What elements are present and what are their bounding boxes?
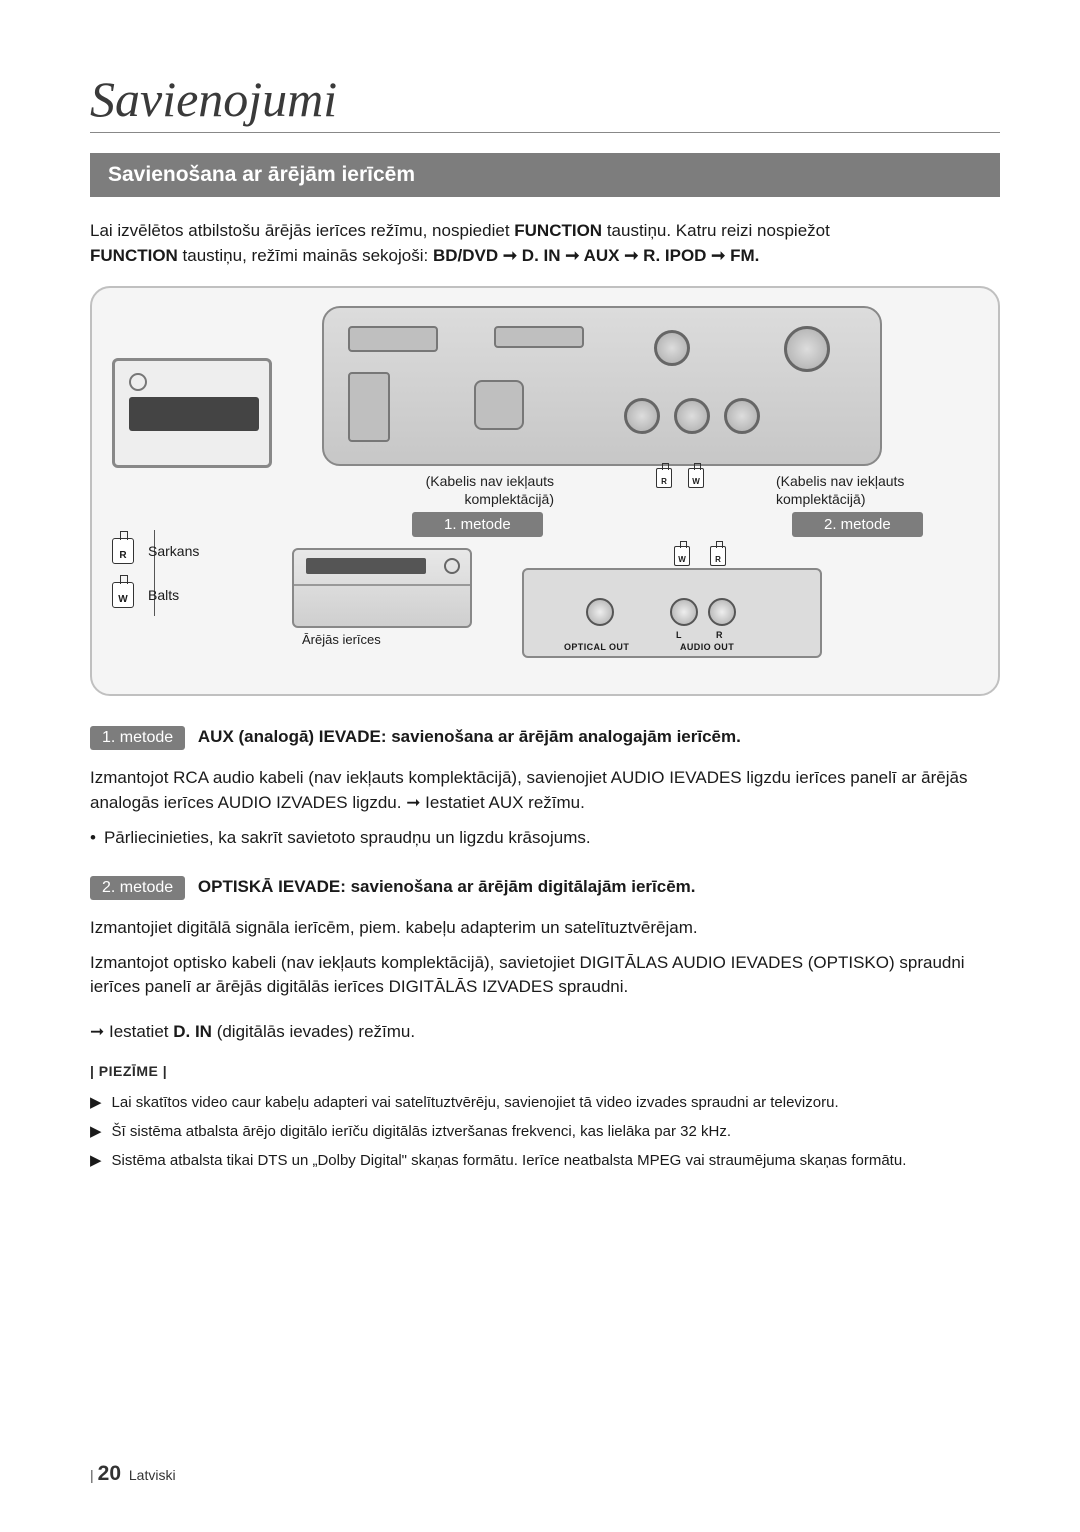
method1-title: AUX (analogā) IEVADE: savienošana ar ārē… <box>198 727 741 746</box>
lr-r: R <box>716 630 723 640</box>
cable-note-left: (Kabelis nav iekļauts komplektācijā) <box>394 472 554 508</box>
note-heading: | PIEZĪME | <box>90 1063 1000 1079</box>
device-backpanel <box>322 306 882 466</box>
tv-icon <box>112 358 272 468</box>
section-heading: Savienošana ar ārējām ierīcēm <box>90 153 1000 197</box>
external-device-label: Ārējās ierīces <box>302 632 381 647</box>
cable-note-right: (Kabelis nav iekļauts komplektācijā) <box>776 472 936 508</box>
method2-set-mode: ➞ Iestatiet D. IN (digitālās ievades) re… <box>90 1020 1000 1045</box>
method2-tag: 2. metode <box>90 876 185 900</box>
mode-sequence: BD/DVD ➞ D. IN ➞ AUX ➞ R. IPOD ➞ FM. <box>433 246 759 265</box>
method1-bullets: •Pārliecinieties, ka sakrīt savietoto sp… <box>90 826 1000 851</box>
note-list: ▶Lai skatītos video caur kabeļu adapteri… <box>90 1091 1000 1173</box>
output-panel: W R L R OPTICAL OUT AUDIO OUT <box>522 568 822 658</box>
footer-lang: Latviski <box>129 1467 176 1483</box>
note-item: Sistēma atbalsta tikai DTS un „Dolby Dig… <box>112 1149 907 1172</box>
intro-text: taustiņu. Katru reizi nospiežot <box>602 221 830 240</box>
method1-block: 1. metode AUX (analogā) IEVADE: savienoš… <box>90 726 1000 850</box>
plug-r-bottom: R <box>710 546 726 566</box>
method1-pill: 1. metode <box>412 512 543 537</box>
function-key-2: FUNCTION <box>90 246 178 265</box>
page-footer: |20 Latviski <box>90 1462 176 1486</box>
optical-out-label: OPTICAL OUT <box>564 642 629 652</box>
audio-out-label: AUDIO OUT <box>680 642 734 652</box>
note-item: Šī sistēma atbalsta ārējo digitālo ierīč… <box>112 1120 731 1143</box>
legend-label-white: Balts <box>148 587 179 603</box>
title-rule <box>90 132 1000 133</box>
intro-text: taustiņu, režīmi mainās sekojoši: <box>178 246 433 265</box>
page-number: 20 <box>98 1462 121 1485</box>
method2-pill: 2. metode <box>792 512 923 537</box>
method2-block: 2. metode OPTISKĀ IEVADE: savienošana ar… <box>90 876 1000 1045</box>
legend-plug-r: R <box>112 538 134 564</box>
method2-paragraph-1: Izmantojiet digitālā signāla ierīcēm, pi… <box>90 916 1000 941</box>
method2-paragraph-2: Izmantojot optisko kabeli (nav iekļauts … <box>90 951 1000 1000</box>
legend-plug-w: W <box>112 582 134 608</box>
method1-bullet-1: Pārliecinieties, ka sakrīt savietoto spr… <box>104 826 591 851</box>
connection-diagram: R W (Kabelis nav iekļauts komplektācijā)… <box>90 286 1000 696</box>
intro-text: Lai izvēlētos atbilstošu ārējās ierīces … <box>90 221 514 240</box>
method2-title: OPTISKĀ IEVADE: savienošana ar ārējām di… <box>198 877 696 896</box>
intro-paragraph: Lai izvēlētos atbilstošu ārējās ierīces … <box>90 219 1000 268</box>
note-item: Lai skatītos video caur kabeļu adapteri … <box>112 1091 839 1114</box>
method1-tag: 1. metode <box>90 726 185 750</box>
legend-label-red: Sarkans <box>148 543 199 559</box>
page-title: Savienojumi <box>90 70 1000 128</box>
plug-r-top: R <box>656 468 672 488</box>
lr-l: L <box>676 630 682 640</box>
plug-w-bottom: W <box>674 546 690 566</box>
color-legend: R Sarkans W Balts <box>112 538 199 626</box>
function-key-1: FUNCTION <box>514 221 602 240</box>
method1-paragraph: Izmantojot RCA audio kabeli (nav iekļaut… <box>90 766 1000 815</box>
plug-w-top: W <box>688 468 704 488</box>
external-device <box>292 548 472 628</box>
